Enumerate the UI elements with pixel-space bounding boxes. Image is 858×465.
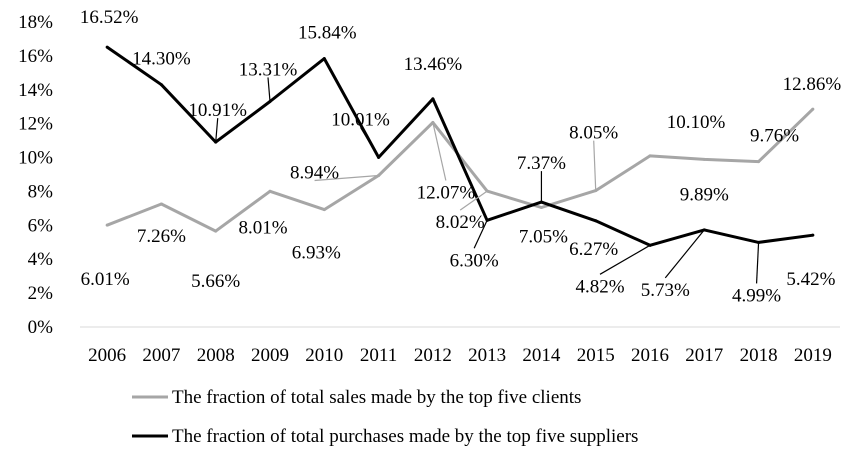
data-point-purchases-top-five-suppliers xyxy=(159,83,163,87)
x-tick-label: 2008 xyxy=(197,345,235,366)
data-label-sales-top-five-clients: 8.02% xyxy=(436,212,485,233)
data-label-purchases-top-five-suppliers: 10.01% xyxy=(331,109,390,130)
y-tick-label: 8% xyxy=(28,181,54,202)
y-tick-label: 0% xyxy=(28,317,54,338)
data-point-purchases-top-five-suppliers xyxy=(105,45,109,49)
data-label-purchases-top-five-suppliers: 5.73% xyxy=(641,280,690,301)
label-leader-line xyxy=(755,242,760,284)
legend-label-sales-top-five-clients: The fraction of total sales made by the … xyxy=(172,387,581,408)
x-tick-label: 2012 xyxy=(414,345,452,366)
data-label-purchases-top-five-suppliers: 7.37% xyxy=(517,153,566,174)
data-label-purchases-top-five-suppliers: 14.30% xyxy=(132,49,191,70)
y-tick-label: 2% xyxy=(28,283,54,304)
label-leader-line xyxy=(314,174,379,182)
data-label-purchases-top-five-suppliers: 6.30% xyxy=(450,250,499,271)
x-tick-label: 2006 xyxy=(88,345,126,366)
data-point-sales-top-five-clients xyxy=(757,160,761,164)
x-tick-label: 2017 xyxy=(685,345,723,366)
x-tick-label: 2009 xyxy=(251,345,289,366)
y-tick-label: 4% xyxy=(28,249,54,270)
data-label-purchases-top-five-suppliers: 6.27% xyxy=(569,239,618,260)
data-label-sales-top-five-clients: 8.05% xyxy=(569,123,618,144)
data-label-sales-top-five-clients: 10.10% xyxy=(667,112,726,133)
data-point-purchases-top-five-suppliers xyxy=(594,219,598,223)
x-tick-label: 2018 xyxy=(740,345,778,366)
data-labels: 6.01% 7.26% 5.66% 8.01%6.93% 8.94% 12.07% 8.02… xyxy=(80,7,841,306)
x-axis-ticks: 2006 2007 2008 2009 2010 2011 2012 2013 2014 2015… xyxy=(88,345,832,366)
x-tick-label: 2010 xyxy=(305,345,343,366)
label-leader-line xyxy=(215,118,219,143)
label-leader-line xyxy=(267,77,271,102)
y-tick-label: 18% xyxy=(18,12,53,33)
data-point-purchases-top-five-suppliers xyxy=(322,57,326,61)
label-leader-line xyxy=(593,140,597,191)
label-leader-line xyxy=(432,122,447,181)
label-leader-line xyxy=(459,190,488,211)
data-point-sales-top-five-clients xyxy=(648,154,652,158)
data-label-sales-top-five-clients: 8.01% xyxy=(238,217,287,238)
x-tick-label: 2019 xyxy=(794,345,832,366)
data-label-sales-top-five-clients: 12.07% xyxy=(417,182,476,203)
label-leader-line xyxy=(473,219,488,249)
data-label-sales-top-five-clients: 12.86% xyxy=(783,74,842,95)
data-point-sales-top-five-clients xyxy=(702,157,706,161)
data-label-purchases-top-five-suppliers: 4.99% xyxy=(732,285,781,306)
data-label-sales-top-five-clients: 6.93% xyxy=(292,243,341,264)
data-point-sales-top-five-clients xyxy=(539,206,543,210)
data-label-sales-top-five-clients: 7.05% xyxy=(519,227,568,248)
data-point-purchases-top-five-suppliers xyxy=(811,233,815,237)
legend-label-purchases-top-five-suppliers: The fraction of total purchases made by … xyxy=(172,426,638,447)
x-tick-label: 2011 xyxy=(360,345,397,366)
legend: The fraction of total sales made by the … xyxy=(132,387,638,447)
data-label-sales-top-five-clients: 9.76% xyxy=(750,126,799,147)
x-tick-label: 2016 xyxy=(631,345,669,366)
data-point-sales-top-five-clients xyxy=(322,208,326,212)
label-leader-line xyxy=(599,244,651,275)
data-label-purchases-top-five-suppliers: 4.82% xyxy=(575,276,624,297)
y-tick-label: 12% xyxy=(18,114,53,135)
y-tick-label: 10% xyxy=(18,148,53,169)
data-label-purchases-top-five-suppliers: 10.91% xyxy=(188,100,247,121)
x-tick-label: 2014 xyxy=(522,345,561,366)
y-tick-label: 14% xyxy=(18,80,53,101)
data-label-purchases-top-five-suppliers: 16.52% xyxy=(80,7,139,28)
data-label-purchases-top-five-suppliers: 15.84% xyxy=(298,23,357,44)
series-lines xyxy=(105,45,815,247)
label-leader-line xyxy=(664,229,705,279)
y-tick-label: 6% xyxy=(28,215,54,236)
data-point-purchases-top-five-suppliers xyxy=(431,97,435,101)
data-point-sales-top-five-clients xyxy=(268,189,272,193)
x-tick-label: 2013 xyxy=(468,345,506,366)
data-label-purchases-top-five-suppliers: 5.42% xyxy=(786,269,835,290)
x-tick-label: 2007 xyxy=(142,345,180,366)
y-axis-ticks: 0% 2% 4% 6% 8% 10% 12% 14% 16% 18% xyxy=(18,12,53,338)
data-point-sales-top-five-clients xyxy=(811,107,815,111)
data-label-sales-top-five-clients: 7.26% xyxy=(137,226,186,247)
data-label-sales-top-five-clients: 8.94% xyxy=(290,163,339,184)
data-point-sales-top-five-clients xyxy=(105,223,109,227)
data-label-sales-top-five-clients: 5.66% xyxy=(191,271,240,292)
label-leader-lines xyxy=(215,77,760,284)
data-point-sales-top-five-clients xyxy=(159,202,163,206)
data-point-sales-top-five-clients xyxy=(214,229,218,233)
data-label-sales-top-five-clients: 6.01% xyxy=(81,269,130,290)
data-label-sales-top-five-clients: 9.89% xyxy=(680,184,729,205)
data-label-purchases-top-five-suppliers: 13.46% xyxy=(404,54,463,75)
label-leader-line xyxy=(360,127,380,158)
data-label-purchases-top-five-suppliers: 13.31% xyxy=(239,59,298,80)
x-tick-label: 2015 xyxy=(577,345,615,366)
y-tick-label: 16% xyxy=(18,46,53,67)
series-line-purchases-top-five-suppliers xyxy=(106,45,814,247)
